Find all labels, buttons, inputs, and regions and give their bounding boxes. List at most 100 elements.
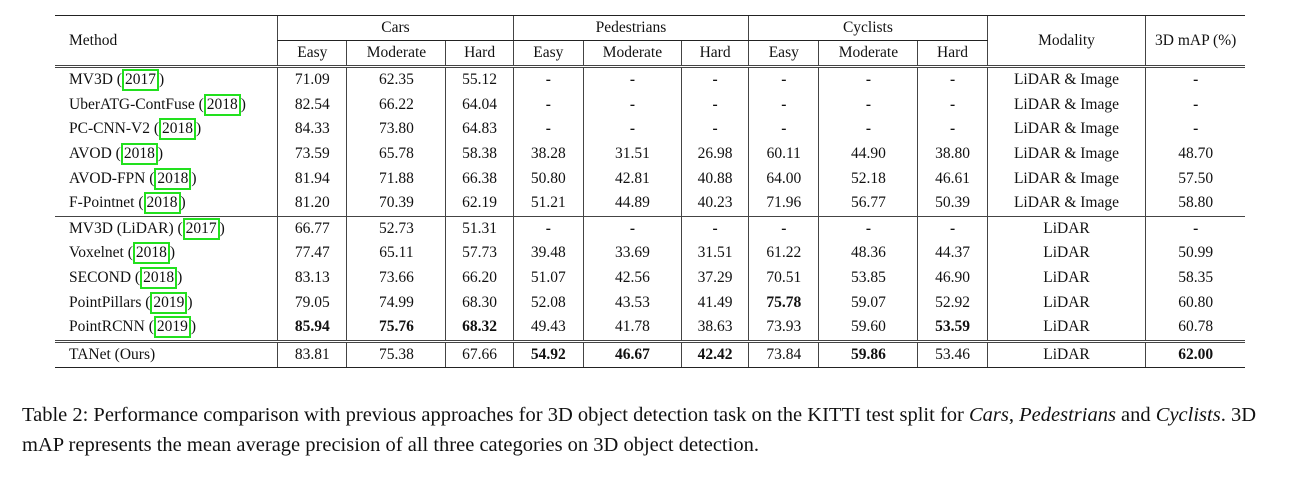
value-text: - (712, 219, 718, 237)
modality-cell: LiDAR (986, 215, 1146, 242)
value-text: 52.92 (935, 293, 970, 311)
modality-cell: LiDAR & Image (986, 190, 1146, 217)
value-text: - (629, 219, 636, 237)
value-text: 73.93 (766, 318, 802, 336)
value-text: 73.84 (766, 345, 802, 363)
map-header: 3D mAP (%) (1145, 15, 1245, 68)
method-cell: UberATG-ContFuse (2018) (55, 93, 278, 118)
table-row: TANet (Ours) 83.81 75.38 67.66 54.92 46.67 42.… (55, 339, 1245, 369)
value-text: - (781, 219, 787, 237)
subheader-easy: Easy (277, 40, 347, 68)
citation-year-link[interactable]: 2019 (153, 316, 191, 339)
value-cell: 77.47 (277, 241, 347, 266)
table-row: AVOD-FPN (2018) 81.94 71.88 66.38 50.80 42.81… (55, 166, 1245, 191)
value-text: 73.80 (379, 120, 414, 138)
value-text: 77.47 (294, 244, 330, 262)
value-cell: - (917, 117, 988, 142)
value-cell: - (512, 92, 584, 118)
value-cell: 68.30 (445, 290, 514, 315)
value-cell: - (917, 66, 988, 93)
value-cell: 40.88 (680, 166, 749, 191)
map-value: 50.99 (1178, 244, 1214, 262)
map-cell: - (1145, 117, 1245, 142)
value-cell: - (582, 92, 682, 118)
citation-year-link[interactable]: 2017 (182, 217, 220, 240)
method-name: AVOD-FPN (69, 169, 146, 187)
citation-year-link[interactable]: 2018 (154, 167, 192, 190)
value-text: 65.78 (379, 145, 414, 163)
method-name: UberATG-ContFuse (69, 95, 195, 113)
citation-year-link[interactable]: 2018 (120, 143, 158, 166)
value-text: - (865, 219, 871, 237)
map-value: 48.70 (1178, 145, 1214, 163)
method-name: PointPillars (69, 293, 142, 311)
method-name: MV3D (69, 71, 113, 89)
value-cell: 52.73 (346, 215, 446, 242)
value-text: 38.80 (935, 145, 970, 163)
value-text: 85.94 (294, 318, 330, 336)
value-cell: 50.80 (512, 166, 584, 191)
value-cell: 42.56 (582, 265, 682, 291)
value-text: - (949, 120, 956, 138)
value-text: 75.38 (379, 345, 414, 363)
value-text: 55.12 (462, 71, 498, 89)
value-cell: 51.21 (512, 190, 584, 217)
value-cell: 53.59 (917, 314, 988, 342)
value-cell: 62.35 (346, 66, 446, 93)
value-text: 66.38 (462, 169, 498, 187)
value-cell: 59.60 (818, 314, 918, 342)
map-cell: 60.80 (1145, 290, 1245, 315)
subheader-moderate: Moderate (346, 40, 446, 68)
method-cell: F-Pointnet (2018) (55, 191, 278, 216)
value-cell: 37.29 (680, 265, 749, 291)
citation-year-link[interactable]: 2018 (159, 118, 196, 141)
value-cell: 75.78 (748, 290, 819, 315)
value-cell: 56.77 (818, 190, 918, 217)
citation-year-link[interactable]: 2018 (143, 192, 181, 215)
value-cell: 71.09 (277, 66, 347, 93)
value-cell: 42.42 (680, 339, 749, 369)
citation-year-link[interactable]: 2018 (203, 93, 241, 116)
table-row: UberATG-ContFuse (2018) 82.54 66.22 64.04 - -… (55, 92, 1245, 118)
value-text: 70.39 (379, 194, 414, 212)
header-row-groups: Method Cars Pedestrians Cyclists Modalit… (55, 15, 1245, 68)
value-cell: 66.22 (346, 92, 446, 118)
citation-year-link[interactable]: 2018 (132, 242, 170, 265)
table-row: AVOD (2018) 73.59 65.78 58.38 38.28 31.51 26.9… (55, 141, 1245, 167)
map-value: - (1193, 219, 1199, 237)
value-cell: 52.92 (917, 290, 988, 315)
map-value: - (1193, 95, 1199, 113)
value-cell: 64.04 (445, 92, 514, 118)
value-text: 44.37 (935, 244, 970, 262)
value-cell: 42.81 (582, 166, 682, 191)
citation-year-link[interactable]: 2019 (150, 291, 188, 314)
value-text: - (781, 120, 787, 138)
map-cell: 57.50 (1145, 166, 1245, 191)
citation-year-link[interactable]: 2018 (140, 267, 178, 290)
value-text: 70.51 (766, 269, 802, 287)
value-cell: 46.90 (917, 265, 988, 291)
value-text: 83.13 (294, 269, 330, 287)
value-cell: 73.84 (748, 339, 819, 369)
value-text: 64.83 (462, 120, 498, 138)
table-row: MV3D (2017) 71.09 62.35 55.12 - - - - - - LiDAR & … (55, 66, 1245, 93)
value-text: 38.28 (530, 145, 566, 163)
value-text: 33.69 (614, 244, 650, 262)
value-cell: 67.66 (445, 339, 514, 369)
value-cell: - (680, 92, 749, 118)
value-cell: - (680, 215, 749, 242)
group-header-cars: Cars (277, 15, 514, 41)
value-cell: 46.67 (582, 339, 682, 369)
value-cell: 62.19 (445, 190, 514, 217)
value-cell: 68.32 (445, 314, 514, 342)
map-cell: 48.70 (1145, 141, 1245, 167)
caption-label: Table 2: Performance comparison with pre… (22, 404, 969, 426)
value-text: 82.54 (294, 95, 330, 113)
method-name: SECOND (69, 269, 132, 287)
modality-header: Modality (986, 15, 1146, 68)
value-text: 84.33 (294, 120, 330, 138)
value-cell: 46.61 (917, 166, 988, 191)
method-cell: PC-CNN-V2 (2018) (55, 117, 278, 142)
value-text: 71.96 (766, 194, 802, 212)
citation-year-link[interactable]: 2017 (121, 69, 159, 92)
